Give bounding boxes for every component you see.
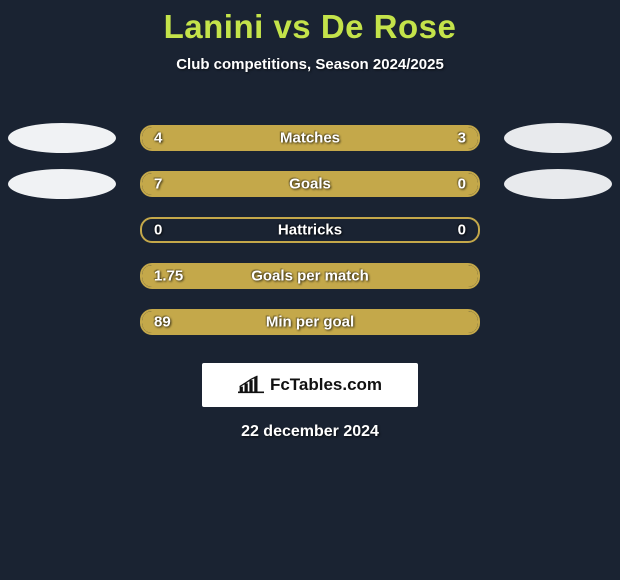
stat-bar-right-fill	[334, 127, 478, 149]
brand-badge: FcTables.com	[202, 363, 418, 407]
stat-value-left: 89	[154, 314, 171, 331]
stat-label: Hattricks	[278, 222, 342, 239]
comparison-infographic: Lanini vs De Rose Club competitions, Sea…	[0, 0, 620, 580]
stat-bar-track: 0 0 Hattricks	[140, 217, 480, 243]
stat-value-right: 0	[458, 176, 466, 193]
stat-row: 1.75 Goals per match	[0, 253, 620, 299]
stat-label: Matches	[280, 130, 340, 147]
stat-value-left: 0	[154, 222, 162, 239]
stat-row: 0 0 Hattricks	[0, 207, 620, 253]
stat-row: 4 3 Matches	[0, 115, 620, 161]
stat-label: Goals	[289, 176, 331, 193]
player-avatar-right	[504, 169, 612, 199]
stat-label: Min per goal	[266, 314, 354, 331]
page-title: Lanini vs De Rose	[164, 8, 457, 46]
page-subtitle: Club competitions, Season 2024/2025	[176, 56, 444, 73]
stats-list: 4 3 Matches 7 0 Goals 0 0 Hattricks 1.75 Goals per…	[0, 115, 620, 345]
stat-bar-track: 89 Min per goal	[140, 309, 480, 335]
stat-bar-track: 7 0 Goals	[140, 171, 480, 197]
stat-value-left: 1.75	[154, 268, 183, 285]
snapshot-date: 22 december 2024	[241, 423, 379, 441]
stat-label: Goals per match	[251, 268, 369, 285]
player-avatar-right	[504, 123, 612, 153]
stat-bar-track: 4 3 Matches	[140, 125, 480, 151]
stat-value-left: 7	[154, 176, 162, 193]
brand-text: FcTables.com	[270, 375, 382, 395]
stat-bar-track: 1.75 Goals per match	[140, 263, 480, 289]
bar-chart-icon	[238, 375, 264, 395]
stat-bar-left-fill	[142, 173, 404, 195]
stat-row: 89 Min per goal	[0, 299, 620, 345]
stat-row: 7 0 Goals	[0, 161, 620, 207]
stat-value-right: 0	[458, 222, 466, 239]
stat-bar-right-fill	[404, 173, 478, 195]
player-avatar-left	[8, 123, 116, 153]
stat-value-right: 3	[458, 130, 466, 147]
stat-value-left: 4	[154, 130, 162, 147]
player-avatar-left	[8, 169, 116, 199]
